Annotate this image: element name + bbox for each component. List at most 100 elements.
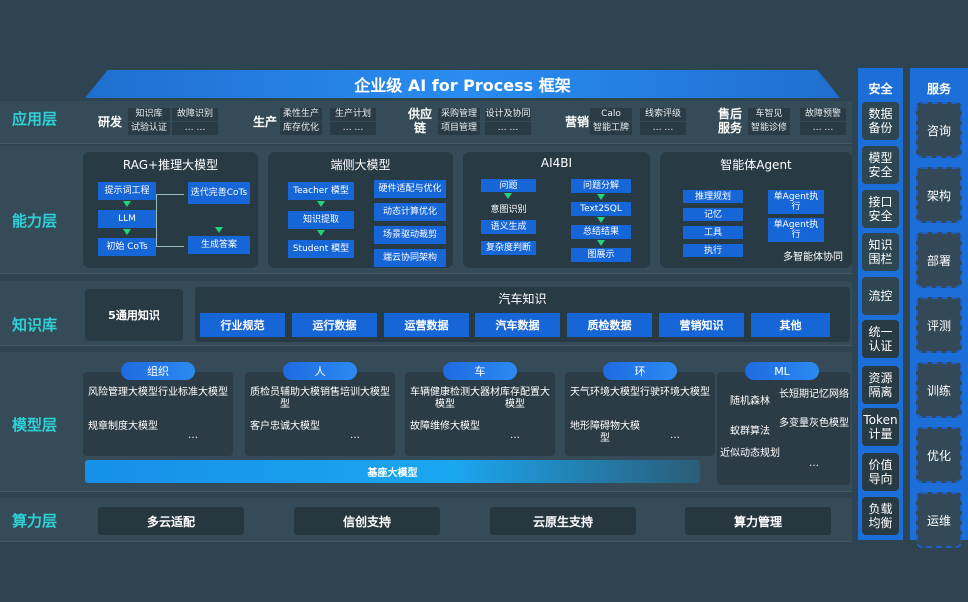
model-item[interactable]: 车辆健康检测大模型: [410, 387, 480, 410]
compute-item[interactable]: 云原生支持: [490, 507, 636, 535]
agent-component[interactable]: 执行: [683, 244, 743, 257]
app-item[interactable]: 柔性生产: [280, 108, 322, 121]
edge-feature[interactable]: 硬件适配与优化: [374, 180, 446, 198]
app-item[interactable]: 线索评级: [640, 108, 686, 121]
model-item[interactable]: 器材库存配置大模型: [480, 387, 550, 410]
security-item[interactable]: Token计量: [862, 408, 899, 446]
app-item[interactable]: 智能工牌: [590, 122, 632, 135]
knowledge-item[interactable]: 运行数据: [292, 313, 377, 337]
model-item[interactable]: 客户忠诚大模型: [250, 421, 320, 432]
model-item[interactable]: 质检员辅助大模型: [250, 387, 320, 410]
rag-box: RAG+推理大模型提示词工程 LLM 初始 CoTs 迭代完善CoTs 生成答案: [83, 152, 258, 268]
ml-item[interactable]: 随机森林: [730, 396, 770, 407]
edge-step[interactable]: 知识提取: [288, 211, 354, 229]
ai4bi-step[interactable]: 总结结果: [571, 225, 631, 239]
model-item[interactable]: 天气环境大模型: [570, 387, 640, 398]
app-item[interactable]: 采购管理: [438, 108, 480, 121]
rag-step[interactable]: 迭代完善CoTs: [188, 182, 250, 204]
app-item[interactable]: 设计及协同: [485, 108, 531, 121]
security-item[interactable]: 统一认证: [862, 320, 899, 358]
app-item[interactable]: … …: [172, 122, 218, 135]
model-item[interactable]: 规章制度大模型: [88, 421, 158, 432]
knowledge-item[interactable]: 行业规范: [200, 313, 285, 337]
app-item[interactable]: … …: [800, 122, 846, 135]
app-item[interactable]: 故障预警: [800, 108, 846, 121]
ai4bi-step[interactable]: 问题分解: [571, 179, 631, 193]
knowledge-item[interactable]: 其他: [751, 313, 830, 337]
ai4bi-step[interactable]: 图展示: [571, 248, 631, 262]
edge-feature[interactable]: 端云协同架构: [374, 249, 446, 267]
app-item[interactable]: 故障识别: [172, 108, 218, 121]
ai4bi-step[interactable]: 问题: [481, 179, 536, 192]
security-item[interactable]: 资源隔离: [862, 366, 899, 404]
edge-feature[interactable]: 动态计算优化: [374, 203, 446, 221]
app-item[interactable]: … …: [640, 122, 686, 135]
ml-item[interactable]: 多变量灰色模型: [779, 418, 849, 429]
edge-step[interactable]: Student 模型: [288, 240, 354, 258]
model-item[interactable]: …: [510, 430, 520, 441]
model-item[interactable]: …: [188, 430, 198, 441]
edge-feature[interactable]: 场景驱动裁剪: [374, 226, 446, 244]
security-item[interactable]: 接口安全: [862, 190, 899, 228]
model-item[interactable]: 地形障碍物大模型: [570, 421, 640, 444]
ml-item[interactable]: …: [809, 458, 819, 469]
service-item[interactable]: 优化: [916, 427, 962, 483]
ai4bi-step[interactable]: 复杂度判断: [481, 241, 536, 255]
service-item[interactable]: 训练: [916, 362, 962, 418]
knowledge-item[interactable]: 营销知识: [659, 313, 744, 337]
security-item[interactable]: 价值导向: [862, 453, 899, 491]
ml-item[interactable]: 长短期记忆网络: [779, 389, 849, 400]
service-item[interactable]: 咨询: [916, 102, 962, 158]
rag-step[interactable]: 生成答案: [188, 236, 250, 254]
compute-item[interactable]: 信创支持: [294, 507, 440, 535]
app-item[interactable]: 知识库: [128, 108, 170, 121]
rag-step[interactable]: 初始 CoTs: [98, 238, 156, 256]
service-item[interactable]: 运维: [916, 492, 962, 548]
app-item[interactable]: … …: [330, 122, 376, 135]
rag-box-title: RAG+推理大模型: [122, 158, 219, 172]
app-item[interactable]: Calo: [590, 108, 632, 121]
app-item[interactable]: 智能诊修: [748, 122, 790, 135]
app-item[interactable]: 试验认证: [128, 122, 170, 135]
knowledge-item[interactable]: 质检数据: [567, 313, 652, 337]
agent-component[interactable]: 推理规划: [683, 190, 743, 203]
security-item[interactable]: 知识围栏: [862, 233, 899, 271]
service-item[interactable]: 架构: [916, 167, 962, 223]
rag-step[interactable]: LLM: [98, 210, 156, 228]
compute-item[interactable]: 算力管理: [685, 507, 831, 535]
security-item[interactable]: 模型安全: [862, 146, 899, 184]
agent-box: 智能体Agent 推理规划 记忆 工具 执行 单Agent执行 单Agent执行 多智能体协同: [660, 152, 852, 268]
agent-component[interactable]: 记忆: [683, 208, 743, 221]
model-item[interactable]: …: [670, 430, 680, 441]
knowledge-item[interactable]: 运营数据: [384, 313, 469, 337]
agent-component[interactable]: 工具: [683, 226, 743, 239]
security-item[interactable]: 负载均衡: [862, 497, 899, 535]
app-item[interactable]: 项目管理: [438, 122, 480, 135]
knowledge-item[interactable]: 汽车数据: [475, 313, 560, 337]
ai4bi-step[interactable]: 语义生成: [481, 220, 536, 234]
security-item[interactable]: 数据备份: [862, 102, 899, 140]
service-item[interactable]: 评测: [916, 297, 962, 353]
model-item[interactable]: …: [350, 430, 360, 441]
ai4bi-step[interactable]: Text2SQL: [571, 202, 631, 216]
compute-item[interactable]: 多云适配: [98, 507, 244, 535]
edge-step[interactable]: Teacher 模型: [288, 182, 354, 200]
app-item[interactable]: 库存优化: [280, 122, 322, 135]
security-item[interactable]: 流控: [862, 277, 899, 315]
app-item[interactable]: 车智见: [748, 108, 790, 121]
app-item[interactable]: … …: [485, 122, 531, 135]
app-item[interactable]: 生产计划: [330, 108, 376, 121]
service-item[interactable]: 部署: [916, 232, 962, 288]
ml-item[interactable]: 近似动态规划: [720, 448, 780, 459]
model-item[interactable]: 风险管理大模型: [88, 387, 158, 398]
rag-step[interactable]: 提示词工程: [98, 182, 156, 200]
model-item[interactable]: 销售培训大模型: [320, 387, 390, 398]
model-group-pill: 人: [283, 362, 357, 380]
single-agent-box[interactable]: 单Agent执行: [768, 218, 824, 242]
single-agent-box[interactable]: 单Agent执行: [768, 190, 824, 214]
model-item[interactable]: 故障维修大模型: [410, 421, 480, 432]
app-group-label: 供应链: [407, 107, 432, 135]
model-item[interactable]: 行业标准大模型: [158, 387, 228, 398]
ml-item[interactable]: 蚁群算法: [730, 426, 770, 437]
model-item[interactable]: 行驶环境大模型: [640, 387, 710, 398]
